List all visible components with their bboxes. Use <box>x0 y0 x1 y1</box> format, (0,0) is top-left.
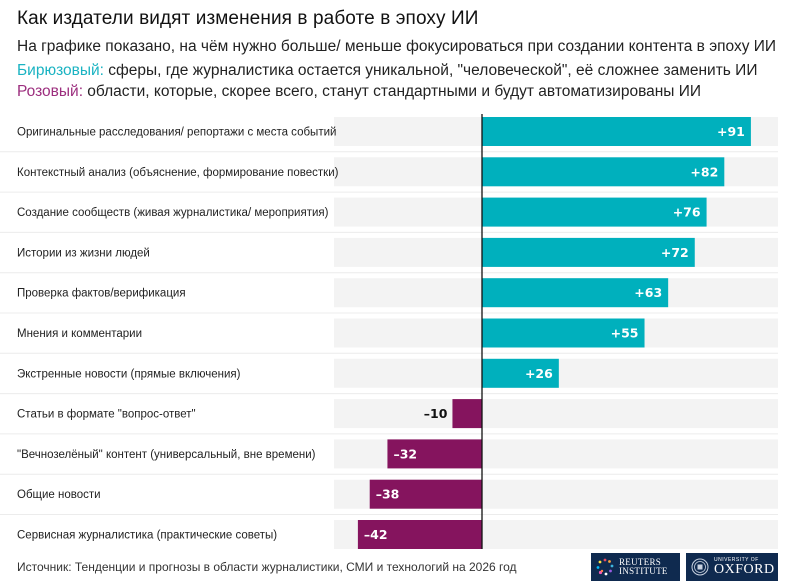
value-label: –42 <box>364 527 388 542</box>
oxford-crest-icon <box>691 558 709 576</box>
reuters-line2: INSTITUTE <box>619 566 668 576</box>
category-label: Статьи в формате "вопрос-ответ" <box>17 409 196 421</box>
category-label: Оригинальные расследования/ репортажи с … <box>17 127 336 139</box>
category-label: Мнения и комментарии <box>17 328 142 340</box>
bar <box>452 399 482 429</box>
value-label: –38 <box>376 487 400 502</box>
legend-negative: Розовый: области, которые, скорее всего,… <box>17 83 701 101</box>
source-note: Источник: Тенденции и прогнозы в области… <box>17 560 517 574</box>
legend-negative-text: области, которые, скорее всего, станут с… <box>83 83 702 100</box>
value-label: +91 <box>717 124 745 139</box>
chart-subtitle: На графике показано, на чём нужно больше… <box>17 38 777 55</box>
legend-negative-key: Розовый: <box>17 83 83 100</box>
bar <box>482 117 751 146</box>
category-label: Общие новости <box>17 489 101 501</box>
value-label: +63 <box>634 285 662 300</box>
row-background <box>334 399 778 429</box>
legend-positive-text: сферы, где журналистика остается уникаль… <box>103 62 758 79</box>
category-label: Проверка фактов/верификация <box>17 288 186 300</box>
bar <box>482 197 707 227</box>
oxford-logo: UNIVERSITY OF OXFORD <box>686 553 778 581</box>
bar <box>482 318 645 348</box>
value-label: –10 <box>424 406 448 421</box>
chart-title: Как издатели видят изменения в работе в … <box>17 8 479 29</box>
value-label: +82 <box>690 164 718 179</box>
oxford-line2: OXFORD <box>714 561 775 577</box>
bar <box>482 157 725 187</box>
reuters-line1: REUTERS <box>619 557 662 567</box>
value-label: –32 <box>393 446 417 461</box>
bar <box>482 358 559 388</box>
bar <box>482 278 669 308</box>
category-label: "Вечнозелёный" контент (универсальный, в… <box>17 449 316 461</box>
legend-positive-key: Бирюзовый: <box>17 62 104 79</box>
bar <box>387 439 482 469</box>
legend-positive: Бирюзовый: сферы, где журналистика остае… <box>17 62 757 80</box>
bar <box>357 520 482 549</box>
bar <box>369 479 482 509</box>
bar <box>482 237 695 267</box>
category-label: Истории из жизни людей <box>17 247 150 259</box>
value-label: +76 <box>673 205 701 220</box>
category-label: Сервисная журналистика (практические сов… <box>17 530 277 542</box>
value-label: +72 <box>661 245 689 260</box>
category-label: Экстренные новости (прямые включения) <box>17 368 241 380</box>
oxford-line1: UNIVERSITY OF <box>714 556 759 563</box>
reuters-institute-logo: REUTERS INSTITUTE <box>591 553 680 581</box>
category-label: Создание сообществ (живая журналистика/ … <box>17 207 329 219</box>
category-label: Контекстный анализ (объяснение, формиров… <box>17 167 339 179</box>
value-label: +55 <box>611 326 639 341</box>
reuters-dots-icon <box>596 558 614 576</box>
value-label: +26 <box>525 366 553 381</box>
